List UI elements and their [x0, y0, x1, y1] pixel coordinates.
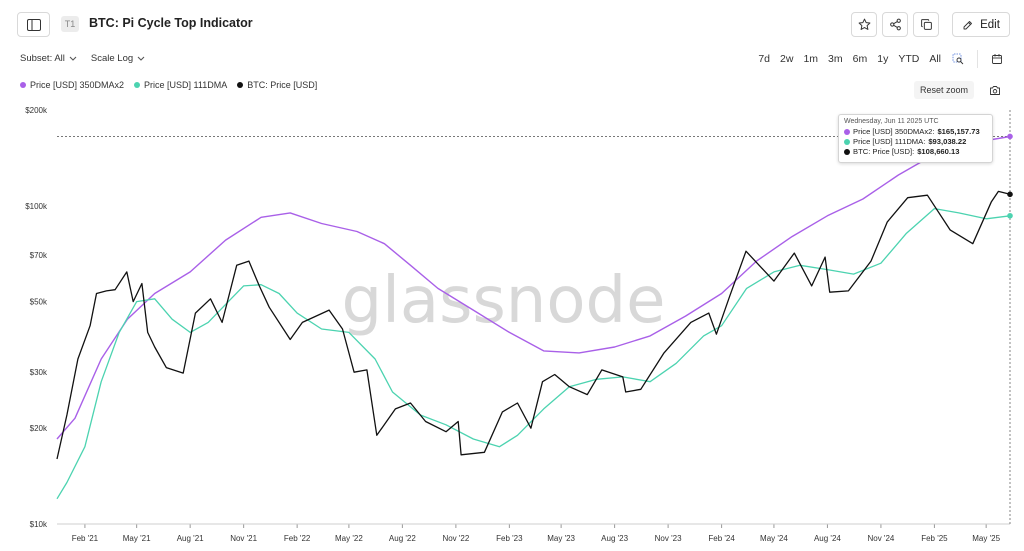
chevron-down-icon [137, 56, 145, 61]
y-tick-label: $70k [30, 251, 48, 260]
tooltip-date: Wednesday, Jun 11 2025 UTC [844, 118, 939, 125]
tooltip-dot [844, 139, 850, 145]
tooltip-row-350dma: Price [USD] 350DMAx2: $165,157.73 [844, 127, 987, 137]
scale-label: Scale Log [90, 53, 134, 64]
scale-dropdown[interactable]: Scale Log [91, 53, 145, 64]
legend-label: Price [USD] 350DMAx2 [30, 80, 125, 90]
range-1y[interactable]: 1y [877, 53, 889, 65]
screenshot-button[interactable] [985, 81, 1005, 99]
x-tick-label: May '25 [972, 534, 1000, 543]
x-tick-label: Nov '22 [442, 534, 469, 543]
y-tick-label: $10k [30, 520, 48, 529]
share-icon [889, 18, 901, 31]
x-tick-label: Aug '21 [177, 534, 204, 543]
zoom-range-button[interactable] [947, 49, 969, 69]
range-all[interactable]: All [929, 53, 941, 65]
x-tick-label: Aug '23 [601, 534, 628, 543]
x-tick-label: May '22 [335, 534, 363, 543]
x-tick-label: Feb '22 [284, 534, 311, 543]
y-tick-label: $30k [30, 368, 48, 377]
favorite-button[interactable] [851, 12, 877, 37]
legend-label: BTC: Price [USD] [247, 80, 318, 90]
subset-label: Subset: All [20, 53, 65, 64]
tier-badge: T1 [61, 16, 79, 32]
share-button[interactable] [882, 12, 908, 37]
copy-icon [920, 19, 932, 30]
x-tick-label: Nov '21 [230, 534, 257, 543]
x-tick-label: Nov '23 [655, 534, 682, 543]
x-tick-label: May '24 [760, 534, 788, 543]
chart-legend: Price [USD] 350DMAx2 Price [USD] 111DMA … [20, 80, 317, 90]
subset-dropdown[interactable]: Subset: All [20, 53, 77, 64]
legend-item-price[interactable]: BTC: Price [USD] [237, 80, 317, 90]
reset-zoom-button[interactable]: Reset zoom [914, 81, 974, 99]
pi-cycle-chart[interactable]: glassnode $200k $100k $70k $50k $30k $20k $10k F… [0, 100, 1024, 551]
calendar-button[interactable] [986, 49, 1008, 69]
calendar-icon [992, 54, 1002, 64]
range-divider [977, 50, 978, 68]
series-end-marker [1007, 212, 1013, 219]
series-111dma-line [56, 207, 1011, 500]
edit-button[interactable]: Edit [952, 12, 1010, 37]
tooltip-label: Price [USD] 350DMAx2: [853, 127, 935, 136]
copy-button[interactable] [913, 12, 939, 37]
legend-dot [134, 82, 141, 88]
tooltip-label: BTC: Price [USD]: [853, 147, 915, 156]
y-tick-label: $200k [25, 106, 48, 115]
time-range-selector: 7d 2w 1m 3m 6m 1y YTD All [754, 49, 1008, 69]
legend-dot [237, 82, 244, 88]
y-tick-label: $50k [30, 298, 48, 307]
chevron-down-icon [69, 56, 77, 61]
x-tick-label: Nov '24 [867, 534, 894, 543]
x-tick-label: Feb '25 [921, 534, 948, 543]
series-end-marker [1007, 191, 1013, 198]
tooltip-row-price: BTC: Price [USD]: $108,660.13 [844, 147, 987, 157]
sidebar-toggle-button[interactable] [17, 12, 50, 37]
camera-icon [990, 85, 1000, 95]
tooltip-dot [844, 149, 850, 155]
series-350dmax2-line [56, 135, 1011, 440]
chart-tooltip: Wednesday, Jun 11 2025 UTC Price [USD] 3… [838, 114, 993, 163]
x-tick-label: May '23 [547, 534, 575, 543]
legend-dot [20, 82, 26, 88]
y-tick-label: $100k [25, 202, 48, 211]
range-7d[interactable]: 7d [758, 53, 771, 65]
pencil-icon [963, 20, 973, 29]
tooltip-row-111dma: Price [USD] 111DMA: $93,038.22 [844, 137, 987, 147]
range-6m[interactable]: 6m [852, 53, 868, 65]
tooltip-dot [844, 129, 850, 135]
tooltip-label: Price [USD] 111DMA: [853, 137, 926, 146]
x-tick-label: Feb '21 [72, 534, 99, 543]
header-actions: Edit [851, 12, 1010, 37]
series-end-marker [1007, 133, 1013, 140]
x-tick-label: Feb '23 [496, 534, 523, 543]
x-tick-label: Aug '24 [814, 534, 841, 543]
edit-label: Edit [980, 18, 1000, 31]
legend-item-350dma[interactable]: Price [USD] 350DMAx2 [20, 80, 124, 90]
x-tick-label: Feb '24 [708, 534, 735, 543]
legend-label: Price [USD] 111DMA [144, 80, 228, 90]
watermark: glassnode [341, 264, 665, 338]
range-ytd[interactable]: YTD [898, 53, 920, 65]
zoom-icon [952, 53, 964, 65]
range-2w[interactable]: 2w [780, 53, 794, 65]
star-icon [858, 18, 870, 30]
tooltip-value: $165,157.73 [937, 127, 980, 136]
sidebar-icon [26, 18, 41, 31]
page-title: BTC: Pi Cycle Top Indicator [89, 16, 253, 30]
range-1m[interactable]: 1m [803, 53, 819, 65]
tooltip-value: $108,660.13 [917, 147, 960, 156]
x-tick-label: May '21 [123, 534, 151, 543]
top-bar: T1 BTC: Pi Cycle Top Indicator Edit [0, 0, 1024, 48]
range-3m[interactable]: 3m [828, 53, 843, 65]
filter-bar: Subset: All Scale Log [20, 53, 145, 64]
y-tick-label: $20k [30, 424, 48, 433]
tooltip-value: $93,038.22 [928, 137, 967, 146]
x-tick-label: Aug '22 [389, 534, 416, 543]
legend-item-111dma[interactable]: Price [USD] 111DMA [134, 80, 227, 90]
series-btc-price-line [56, 190, 1011, 460]
